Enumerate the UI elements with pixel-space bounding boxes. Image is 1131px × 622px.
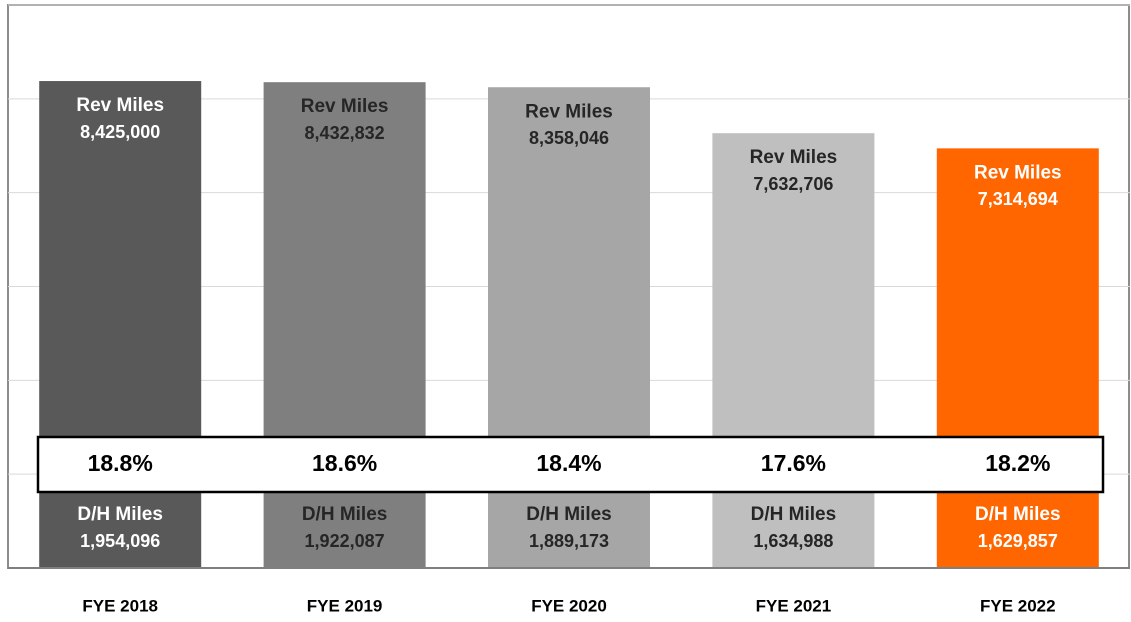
value-label: 7,314,694 xyxy=(978,189,1058,209)
value-label: 1,922,087 xyxy=(305,531,385,551)
series-label: D/H Miles xyxy=(751,504,837,525)
percentage-label: 18.2% xyxy=(985,450,1050,476)
series-label: Rev Miles xyxy=(525,101,613,122)
series-label: Rev Miles xyxy=(301,96,389,117)
bar-segment xyxy=(936,491,1099,568)
value-label: 8,358,046 xyxy=(529,128,609,148)
value-label: 1,629,857 xyxy=(978,531,1058,551)
percentage-label: 17.6% xyxy=(761,450,826,476)
series-label: Rev Miles xyxy=(974,162,1062,183)
value-label: 1,889,173 xyxy=(529,531,609,551)
bar-segment xyxy=(712,491,875,568)
bar-segment xyxy=(39,81,202,477)
x-tick-label: FYE 2018 xyxy=(82,596,158,615)
x-tick-label: FYE 2021 xyxy=(756,596,832,615)
series-label: D/H Miles xyxy=(77,504,163,525)
percentage-label: 18.6% xyxy=(312,450,377,476)
percentage-label: 18.8% xyxy=(88,450,153,476)
percentage-box xyxy=(36,435,1105,494)
bar-segment xyxy=(488,87,650,480)
series-label: D/H Miles xyxy=(975,504,1061,525)
value-label: 8,425,000 xyxy=(80,122,160,142)
value-label: 8,432,832 xyxy=(305,123,385,143)
value-label: 1,634,988 xyxy=(753,531,833,551)
value-label: 1,954,096 xyxy=(80,531,160,551)
bar-segment xyxy=(263,82,426,478)
bar-segment xyxy=(712,133,875,492)
series-label: Rev Miles xyxy=(76,95,164,116)
series-label: D/H Miles xyxy=(302,504,388,525)
x-tick-label: FYE 2020 xyxy=(531,596,607,615)
series-label: D/H Miles xyxy=(526,504,612,525)
x-tick-label: FYE 2022 xyxy=(980,596,1056,615)
x-tick-label: FYE 2019 xyxy=(307,596,383,615)
value-label: 7,632,706 xyxy=(753,174,833,194)
bar-segment xyxy=(936,148,1099,492)
bar-segment xyxy=(488,479,650,568)
series-label: Rev Miles xyxy=(750,147,838,168)
percentage-label: 18.4% xyxy=(536,450,601,476)
